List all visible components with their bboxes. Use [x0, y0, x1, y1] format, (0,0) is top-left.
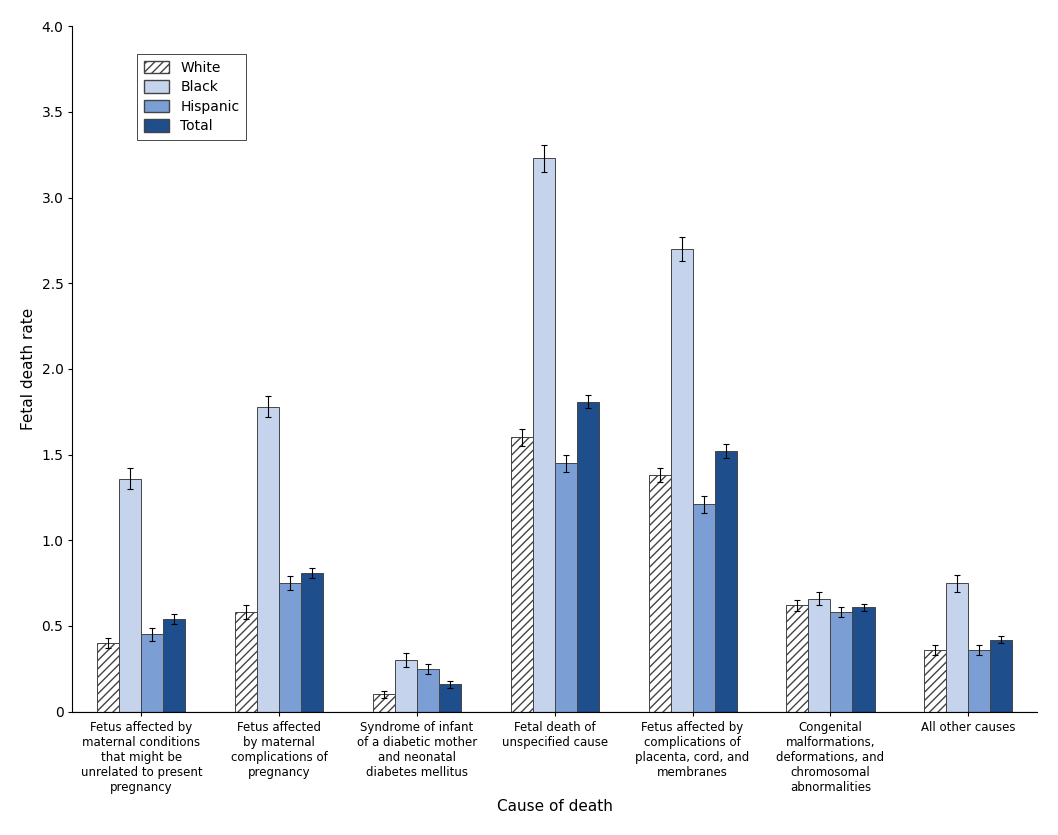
Bar	[257, 407, 279, 711]
Bar	[853, 607, 875, 711]
Bar	[395, 660, 417, 711]
Bar	[714, 451, 736, 711]
Bar	[511, 438, 533, 711]
Bar	[302, 573, 324, 711]
Bar	[924, 650, 946, 711]
Bar	[235, 612, 257, 711]
Bar	[163, 619, 185, 711]
Bar	[439, 684, 461, 711]
Bar	[693, 504, 714, 711]
Bar	[533, 159, 554, 711]
Bar	[831, 612, 853, 711]
Bar	[279, 583, 302, 711]
Bar	[968, 650, 990, 711]
X-axis label: Cause of death: Cause of death	[497, 799, 613, 814]
Bar	[786, 605, 808, 711]
Bar	[649, 475, 671, 711]
Bar	[990, 640, 1013, 711]
Legend: White, Black, Hispanic, Total: White, Black, Hispanic, Total	[138, 53, 247, 140]
Bar	[142, 635, 163, 711]
Bar	[417, 669, 439, 711]
Bar	[554, 463, 577, 711]
Bar	[577, 402, 599, 711]
Y-axis label: Fetal death rate: Fetal death rate	[21, 308, 36, 430]
Bar	[808, 599, 831, 711]
Bar	[671, 249, 693, 711]
Bar	[97, 643, 120, 711]
Bar	[120, 478, 142, 711]
Bar	[946, 583, 968, 711]
Bar	[372, 695, 395, 711]
